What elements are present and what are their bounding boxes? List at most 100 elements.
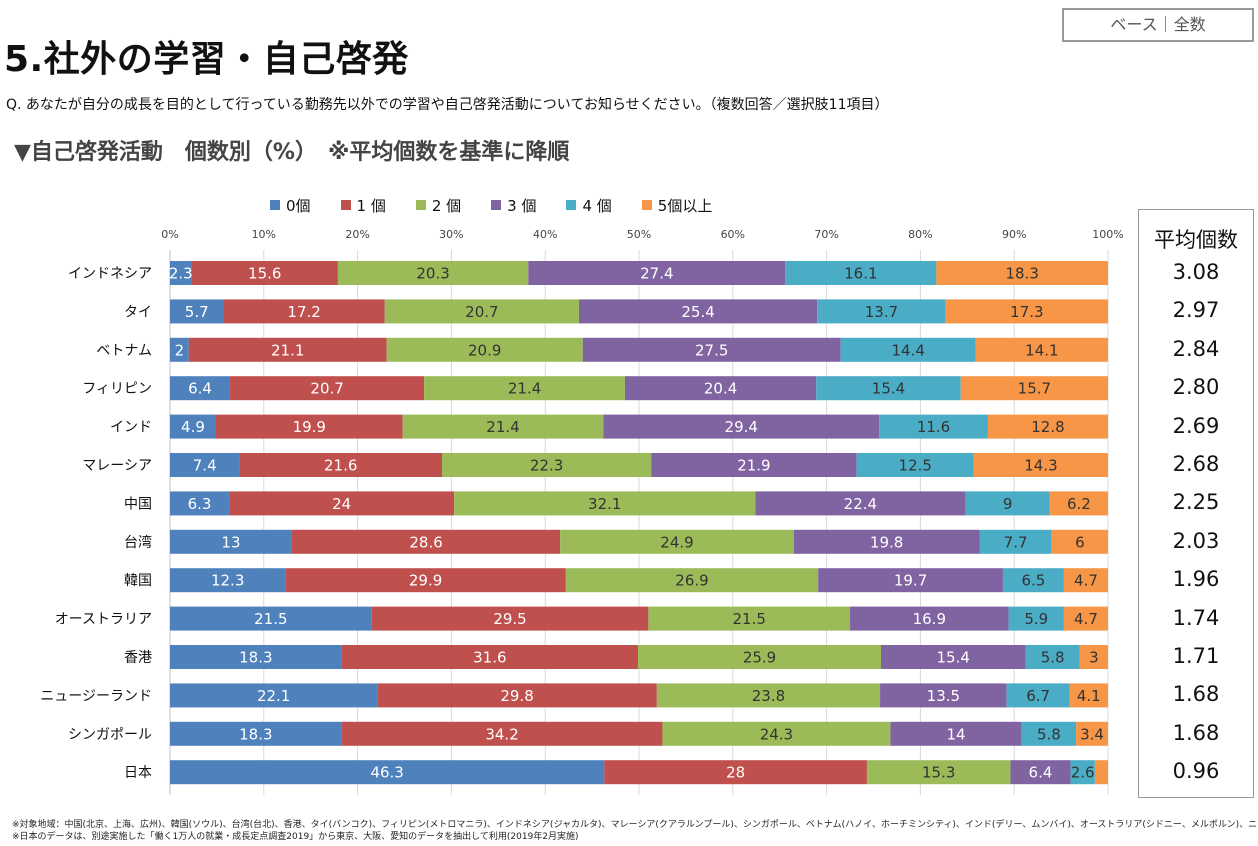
bar-segment bbox=[890, 721, 1022, 746]
data-label: 7.7 bbox=[1004, 533, 1028, 551]
data-label: 6.7 bbox=[1026, 687, 1050, 705]
data-label: 21.5 bbox=[254, 610, 287, 628]
bar-segment bbox=[624, 376, 817, 401]
category-label: ニュージーランド bbox=[40, 688, 152, 704]
bar-segment bbox=[662, 721, 891, 746]
data-label: 9 bbox=[1003, 495, 1013, 513]
data-label: 32.1 bbox=[588, 495, 621, 513]
legend-item: 5個以上 bbox=[641, 195, 712, 216]
bar-segment bbox=[1063, 606, 1108, 631]
bar-segment bbox=[170, 606, 372, 631]
data-label: 13.7 bbox=[865, 303, 898, 321]
data-label: 15.7 bbox=[1018, 380, 1051, 398]
bar-segment bbox=[881, 645, 1026, 669]
data-label: 14 bbox=[946, 725, 965, 743]
data-label: 31.6 bbox=[473, 649, 506, 667]
legend-label: 3 個 bbox=[507, 196, 537, 215]
bar-segment bbox=[755, 491, 966, 516]
bar-segment bbox=[170, 760, 605, 785]
data-label: 29.9 bbox=[409, 572, 442, 590]
data-label: 28 bbox=[726, 764, 745, 782]
bar-segment bbox=[191, 261, 338, 285]
category-label: インドネシア bbox=[68, 266, 152, 282]
bar-segment bbox=[582, 337, 841, 362]
data-label: 4.7 bbox=[1074, 572, 1098, 590]
bar-segment bbox=[648, 606, 851, 631]
data-label: 27.5 bbox=[695, 341, 728, 359]
data-label: 25.9 bbox=[743, 649, 776, 667]
data-label: 29.4 bbox=[725, 418, 758, 436]
data-label: 21.4 bbox=[508, 380, 541, 398]
legend-swatch bbox=[641, 200, 652, 210]
bar-segment bbox=[170, 529, 292, 554]
bar-segment bbox=[656, 683, 881, 708]
bar-segment bbox=[945, 299, 1108, 324]
data-label: 24 bbox=[332, 495, 351, 513]
category-label: 香港 bbox=[124, 650, 152, 666]
x-tick-label: 60% bbox=[721, 228, 745, 241]
bar-segment bbox=[170, 721, 342, 746]
data-label: 6.4 bbox=[188, 380, 212, 398]
bar-segment bbox=[817, 299, 946, 324]
x-tick-label: 90% bbox=[1002, 228, 1026, 241]
stacked-bar-chart: 0% 10% 20% 30% 40% 50% 60% 70% 80% 90% 100% インドネシア 2… bbox=[40, 228, 1124, 795]
average-count-value: 2.80 bbox=[1172, 375, 1220, 400]
data-label: 6.4 bbox=[1029, 764, 1053, 782]
bar-segment bbox=[560, 529, 794, 554]
data-label: 17.2 bbox=[287, 303, 320, 321]
data-label: 20.3 bbox=[416, 265, 449, 283]
bar-segment bbox=[384, 299, 579, 324]
section-heading: ▼自己啓発活動 個数別（%） ※平均個数を基準に降順 bbox=[14, 140, 570, 165]
data-label: 25.4 bbox=[681, 303, 714, 321]
x-tick-label: 50% bbox=[627, 228, 651, 241]
data-label: 21.4 bbox=[486, 418, 519, 436]
data-label: 5.7 bbox=[185, 303, 209, 321]
x-tick-label: 80% bbox=[908, 228, 932, 241]
data-label: 18.3 bbox=[1005, 265, 1038, 283]
bar-segment bbox=[603, 414, 880, 439]
bar-segment bbox=[170, 453, 240, 477]
x-tick-label: 20% bbox=[345, 228, 369, 241]
bar-segment bbox=[816, 376, 961, 401]
data-label: 21.5 bbox=[733, 610, 766, 628]
average-count-value: 2.69 bbox=[1172, 413, 1220, 438]
category-label: タイ bbox=[124, 304, 152, 320]
bar-segment bbox=[386, 337, 583, 362]
data-label: 22.4 bbox=[844, 495, 877, 513]
bar-segment bbox=[785, 261, 937, 285]
bar-segment bbox=[1021, 721, 1077, 746]
bar-segment bbox=[1006, 683, 1070, 708]
footnote-japan-data: ※日本のデータは、別途実施した「働く1万人の就業・成長定点調査2019」から東京… bbox=[12, 832, 579, 842]
average-count-value: 2.84 bbox=[1172, 336, 1220, 361]
bar-segment bbox=[337, 261, 529, 285]
legend-swatch bbox=[491, 200, 502, 210]
data-label: 6 bbox=[1075, 533, 1085, 551]
data-label: 4.1 bbox=[1077, 687, 1101, 705]
data-label: 6.2 bbox=[1067, 495, 1091, 513]
category-label: 日本 bbox=[124, 765, 152, 781]
bar-segment bbox=[960, 376, 1108, 401]
data-label: 3 bbox=[1089, 649, 1099, 667]
data-label: 19.8 bbox=[870, 533, 903, 551]
data-label: 12.8 bbox=[1031, 418, 1064, 436]
data-label: 29.8 bbox=[500, 687, 533, 705]
bar-segment bbox=[879, 414, 988, 439]
data-label: 46.3 bbox=[370, 764, 403, 782]
bar-segment bbox=[424, 376, 625, 401]
data-label: 24.9 bbox=[660, 533, 693, 551]
bar-segment bbox=[840, 337, 976, 362]
data-label: 34.2 bbox=[485, 725, 518, 743]
data-label: 6.3 bbox=[188, 495, 212, 513]
bar-segment bbox=[1051, 529, 1108, 554]
data-label: 22.3 bbox=[530, 457, 563, 475]
data-label: 7.4 bbox=[193, 457, 217, 475]
legend-item: 1 個 bbox=[340, 195, 386, 216]
legend-item: 4 個 bbox=[566, 195, 612, 216]
data-label: 4.7 bbox=[1074, 610, 1098, 628]
bar-segment bbox=[454, 491, 756, 516]
category-label: インド bbox=[110, 420, 152, 436]
data-label: 15.4 bbox=[872, 380, 905, 398]
bar-segment bbox=[230, 376, 425, 401]
x-tick-label: 10% bbox=[252, 228, 276, 241]
legend-swatch bbox=[415, 200, 426, 210]
